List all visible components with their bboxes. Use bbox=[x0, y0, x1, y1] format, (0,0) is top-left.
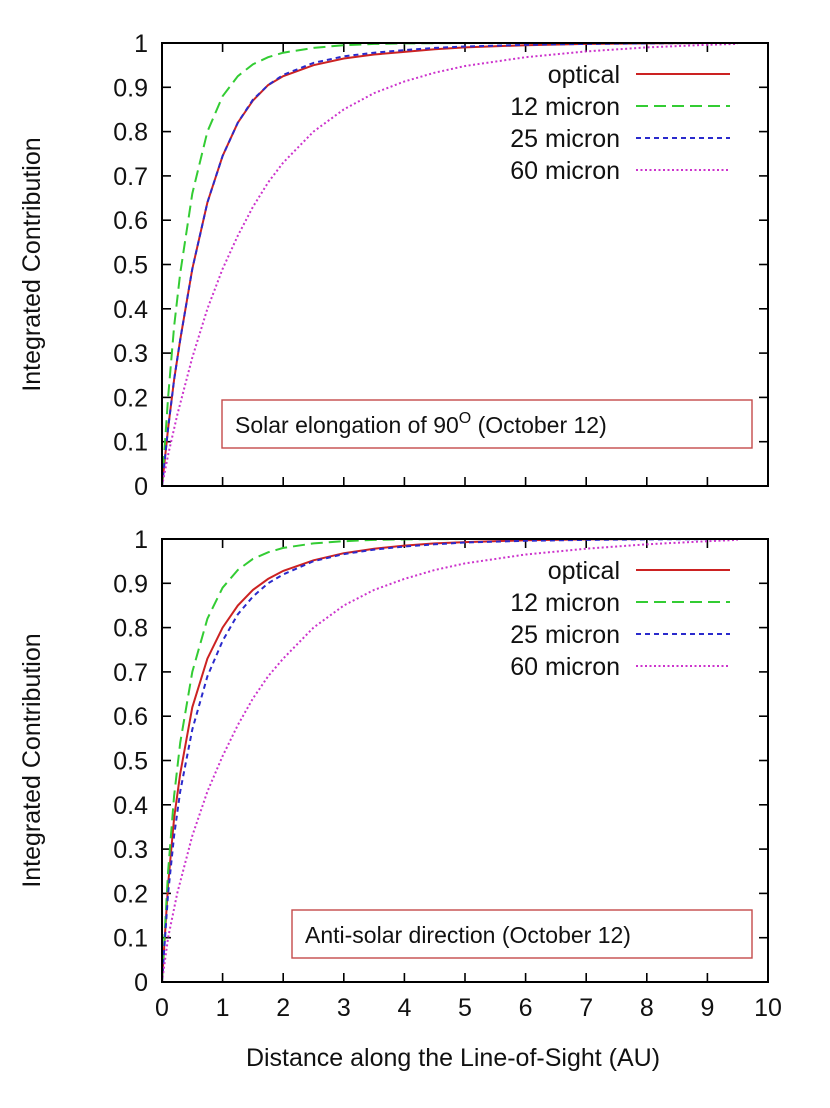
x-tick-label: 6 bbox=[519, 994, 533, 1022]
y-tick-label: 1 bbox=[134, 30, 148, 58]
series-line-60-micron bbox=[162, 539, 738, 982]
x-tick-label: 2 bbox=[276, 994, 290, 1022]
y-axis-label: Integrated Contribution bbox=[18, 633, 46, 887]
y-tick-label: 0.6 bbox=[113, 703, 148, 731]
x-tick-label: 10 bbox=[754, 994, 782, 1022]
legend-label: 60 micron bbox=[510, 653, 620, 681]
annotation-superscript: O bbox=[459, 410, 471, 427]
x-tick-label: 0 bbox=[155, 994, 169, 1022]
y-axis-label: Integrated Contribution bbox=[18, 137, 46, 391]
y-tick-label: 0 bbox=[134, 969, 148, 997]
legend-label: 25 micron bbox=[510, 621, 620, 649]
y-tick-label: 0.3 bbox=[113, 836, 148, 864]
x-tick-label: 8 bbox=[640, 994, 654, 1022]
y-tick-label: 0.7 bbox=[113, 163, 148, 191]
x-tick-label: 7 bbox=[579, 994, 593, 1022]
series-line-12-micron bbox=[162, 43, 738, 486]
x-tick-label: 4 bbox=[397, 994, 411, 1022]
y-tick-label: 0.4 bbox=[113, 792, 148, 820]
legend-label: 60 micron bbox=[510, 157, 620, 185]
annotation-box bbox=[291, 909, 753, 959]
y-tick-label: 0.5 bbox=[113, 748, 148, 776]
y-tick-label: 0.1 bbox=[113, 925, 148, 953]
y-tick-label: 0.3 bbox=[113, 340, 148, 368]
plot-frame bbox=[161, 42, 769, 487]
y-tick-label: 0.9 bbox=[113, 74, 148, 102]
annotation-suffix: (October 12) bbox=[471, 412, 607, 438]
bottom-chart: 00.10.20.30.40.50.60.70.80.910 1 2 3 4 5 6 7 8 9 1… bbox=[18, 526, 782, 1072]
legend-label: 12 micron bbox=[510, 589, 620, 617]
y-tick-label: 0.4 bbox=[113, 296, 148, 324]
plot-frame bbox=[161, 538, 769, 983]
legend-label: 12 micron bbox=[510, 93, 620, 121]
legend-label: optical bbox=[548, 557, 620, 585]
x-tick-label: 9 bbox=[700, 994, 714, 1022]
y-tick-label: 0.2 bbox=[113, 384, 148, 412]
series-line-60-micron bbox=[162, 43, 738, 486]
y-tick-label: 1 bbox=[134, 526, 148, 554]
annotation-text: Anti-solar direction (October 12) bbox=[305, 922, 631, 948]
annotation-text: Solar elongation of 90O (October 12) bbox=[235, 410, 607, 438]
y-tick-label: 0.5 bbox=[113, 252, 148, 280]
top-chart: 0 0.1 0.2 0.3 0.4 0.5 0.6 0.7 0.8 0.9 1 Integrated … bbox=[18, 30, 769, 501]
x-axis-label: Distance along the Line-of-Sight (AU) bbox=[246, 1044, 660, 1072]
annotation-main: Anti-solar direction (October 12) bbox=[305, 922, 631, 948]
legend-label: 25 micron bbox=[510, 125, 620, 153]
series-line-25-micron bbox=[162, 539, 738, 982]
annotation-box bbox=[221, 399, 753, 449]
y-tick-label: 0.7 bbox=[113, 659, 148, 687]
y-tick-label: 0.8 bbox=[113, 119, 148, 147]
annotation-main: Solar elongation of 90 bbox=[235, 412, 459, 438]
x-tick-label: 5 bbox=[458, 994, 472, 1022]
series-line-25-micron bbox=[162, 43, 738, 486]
series-line-12-micron bbox=[162, 539, 738, 982]
y-tick-label: 0 bbox=[134, 473, 148, 501]
y-tick-label: 0.9 bbox=[113, 570, 148, 598]
x-tick-label: 1 bbox=[216, 994, 230, 1022]
y-tick-label: 0.6 bbox=[113, 207, 148, 235]
legend-label: optical bbox=[548, 61, 620, 89]
y-tick-label: 0.1 bbox=[113, 429, 148, 457]
y-tick-label: 0.8 bbox=[113, 615, 148, 643]
y-tick-label: 0.2 bbox=[113, 880, 148, 908]
x-tick-label: 3 bbox=[337, 994, 351, 1022]
